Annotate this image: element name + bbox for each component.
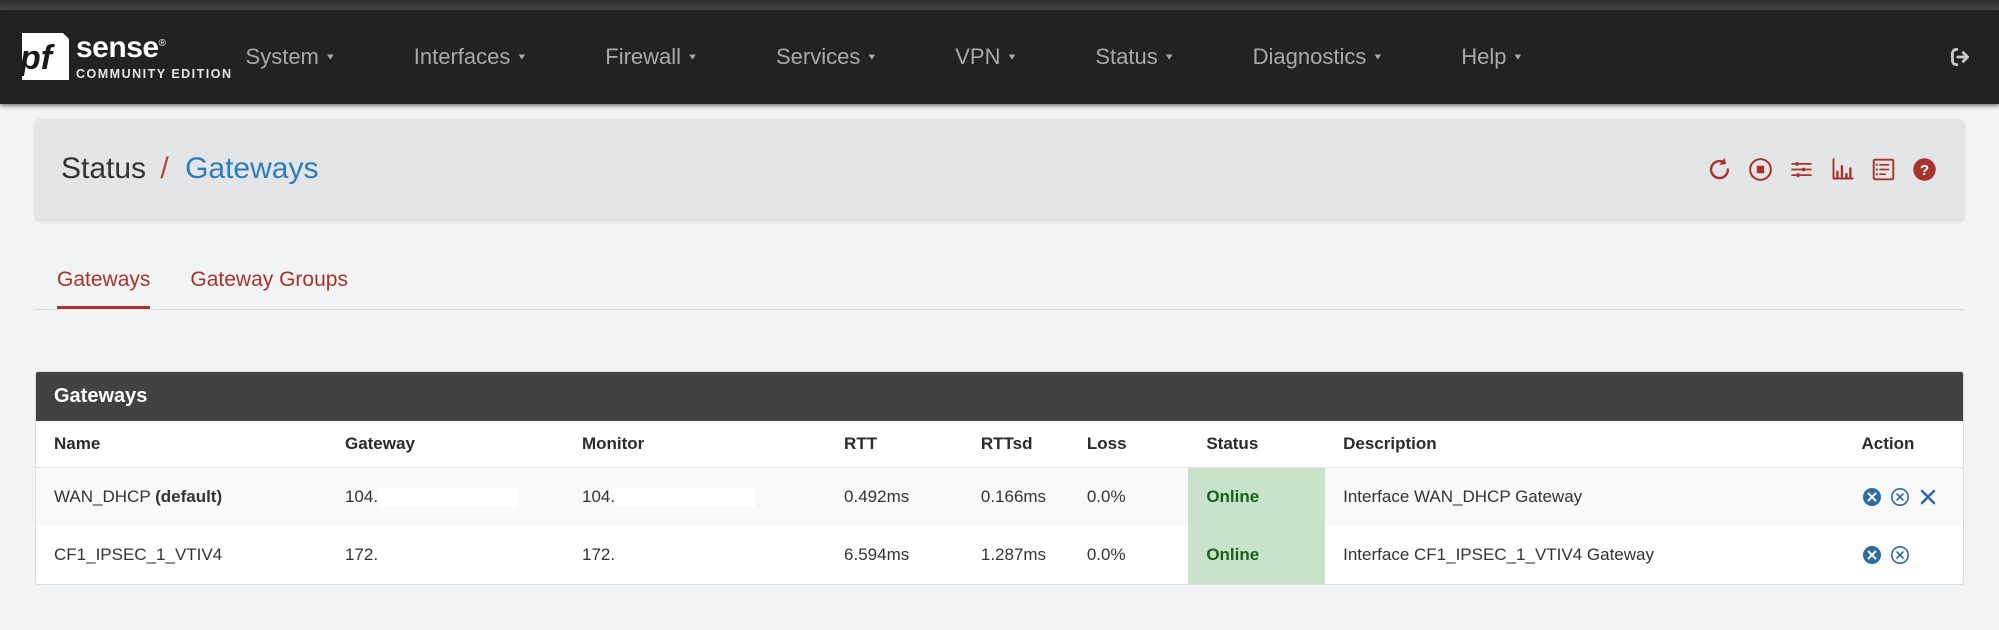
svg-text:pf: pf — [20, 39, 56, 77]
svg-text:?: ? — [1920, 161, 1929, 178]
